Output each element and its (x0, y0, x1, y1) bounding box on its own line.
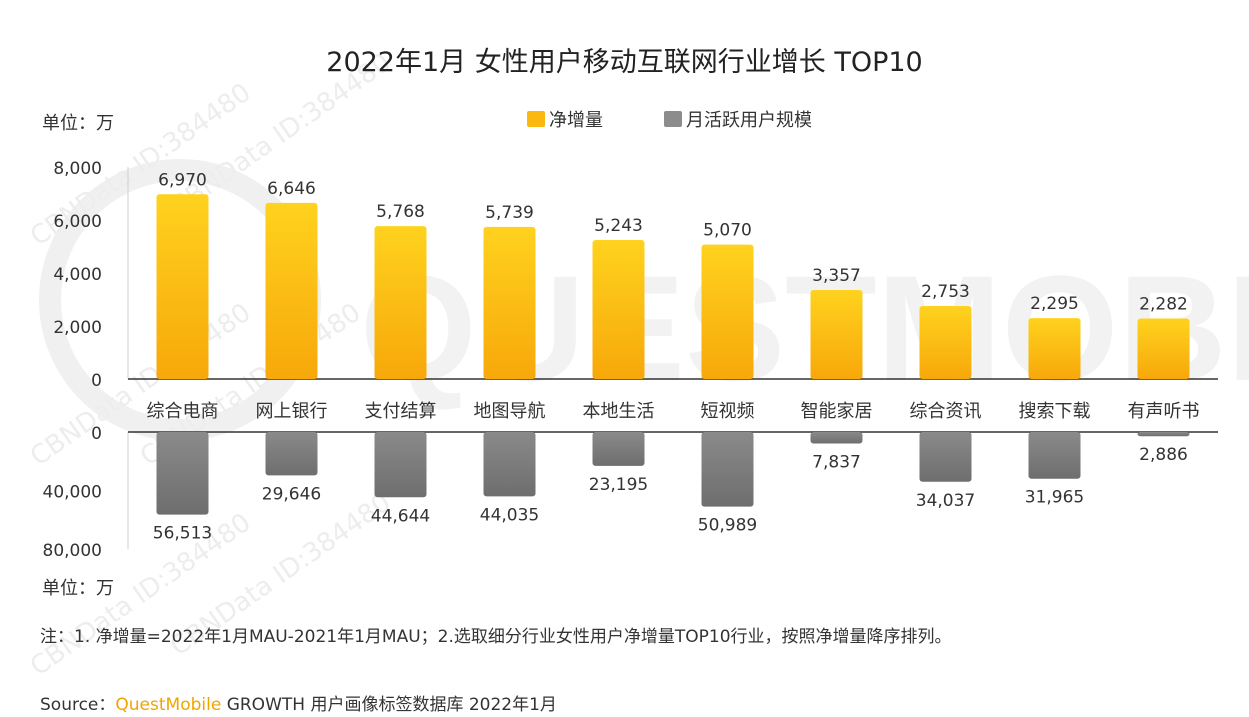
source-line: Source：QuestMobile GROWTH 用户画像标签数据库 2022… (40, 690, 557, 715)
mau-value-label: 34,037 (916, 491, 975, 511)
category-label: 本地生活 (583, 401, 655, 422)
mau-bar (592, 432, 645, 466)
bottom-y-tick-label: 80,000 (43, 541, 102, 561)
net-growth-value-label: 5,070 (703, 221, 752, 241)
net-growth-value-label: 5,739 (485, 203, 534, 223)
net-growth-value-label: 2,295 (1030, 294, 1079, 314)
net-growth-value-label: 3,357 (812, 266, 861, 286)
category-label: 智能家居 (801, 401, 873, 422)
footnote: 注：1. 净增量=2022年1月MAU-2021年1月MAU；2.选取细分行业女… (40, 627, 952, 647)
net-growth-bar (1028, 318, 1081, 379)
source-suffix: GROWTH 用户画像标签数据库 2022年1月 (221, 695, 557, 715)
legend-swatch-gray (664, 111, 682, 127)
bottom-y-tick-label: 40,000 (43, 483, 102, 503)
category-label: 搜索下载 (1019, 401, 1091, 422)
net-growth-bar (265, 202, 318, 379)
mau-bar (1137, 432, 1190, 437)
legend-label-net-growth: 净增量 (549, 110, 603, 131)
mau-bar (919, 432, 972, 482)
category-label: 网上银行 (256, 401, 328, 422)
mau-bar (265, 432, 318, 476)
source-brand: QuestMobile (115, 695, 222, 715)
top-y-tick-label: 8,000 (53, 159, 102, 179)
mau-value-label: 44,644 (371, 506, 430, 526)
mau-value-label: 7,837 (812, 452, 861, 472)
mau-value-label: 44,035 (480, 505, 539, 525)
mau-bar (374, 432, 427, 498)
top-y-tick-label: 6,000 (53, 212, 102, 232)
category-label: 综合资讯 (910, 401, 982, 422)
legend-net-growth: 净增量 (527, 106, 603, 132)
category-label: 综合电商 (147, 401, 219, 422)
net-growth-bar (1137, 318, 1190, 379)
mau-value-label: 23,195 (589, 475, 648, 495)
mau-bar (701, 432, 754, 507)
net-growth-value-label: 6,646 (267, 179, 316, 199)
category-label: 地图导航 (474, 401, 546, 422)
net-growth-bar (919, 306, 972, 379)
mau-value-label: 29,646 (262, 484, 321, 504)
mau-value-label: 31,965 (1025, 488, 1084, 508)
net-growth-bar (592, 240, 645, 379)
top-y-tick-label: 2,000 (53, 318, 102, 338)
net-growth-bar (483, 226, 536, 379)
unit-label-top: 单位：万 (42, 113, 114, 134)
category-label: 支付结算 (365, 401, 437, 422)
net-growth-bar (810, 290, 863, 379)
top-y-tick-label: 0 (91, 371, 102, 391)
unit-label-bottom: 单位：万 (42, 578, 114, 599)
net-growth-bar (374, 226, 427, 379)
net-growth-value-label: 5,243 (594, 216, 643, 236)
mau-bar (1028, 432, 1081, 479)
chart-title: 2022年1月 女性用户移动互联网行业增长 TOP10 (326, 47, 923, 78)
net-growth-bar (156, 194, 209, 379)
mau-value-label: 2,886 (1139, 445, 1188, 465)
mau-bar (810, 432, 863, 444)
category-label: 有声听书 (1128, 401, 1200, 422)
category-label: 短视频 (701, 401, 755, 422)
mau-value-label: 50,989 (698, 516, 757, 536)
mau-bar (156, 432, 209, 515)
legend-label-mau: 月活跃用户规模 (686, 110, 812, 131)
net-growth-value-label: 2,282 (1139, 295, 1188, 315)
source-prefix: Source： (40, 695, 116, 715)
legend-mau: 月活跃用户规模 (664, 106, 812, 132)
net-growth-bar (701, 244, 754, 379)
mau-value-label: 56,513 (153, 524, 212, 544)
mau-bar (483, 432, 536, 497)
net-growth-value-label: 5,768 (376, 202, 425, 222)
top-y-tick-label: 4,000 (53, 265, 102, 285)
legend-swatch-yellow (527, 111, 545, 127)
net-growth-value-label: 2,753 (921, 282, 970, 302)
net-growth-value-label: 6,970 (158, 170, 207, 190)
bottom-y-tick-label: 0 (91, 424, 102, 444)
